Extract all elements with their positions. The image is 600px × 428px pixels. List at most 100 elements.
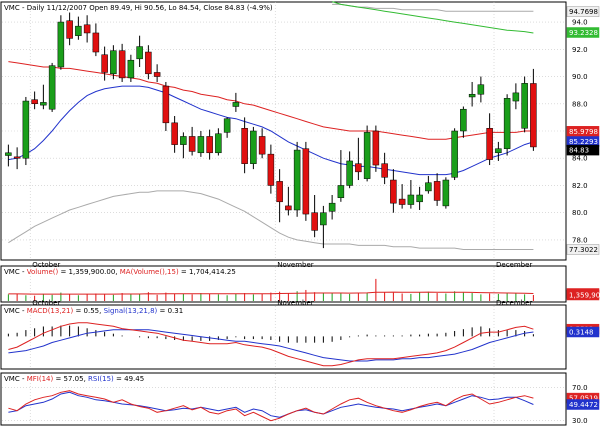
candle	[57, 15, 65, 70]
candle-body	[5, 152, 12, 156]
volume-ma-value: = 1,704,414.25	[181, 268, 236, 276]
macd-header: VMC - MACD(13,21) = 0.55, Signal(13,21,8…	[4, 307, 183, 315]
candle	[328, 195, 336, 220]
candle-body	[311, 212, 318, 231]
price-x-tick-label: October	[32, 261, 60, 269]
macd-value-tag-box	[566, 326, 600, 338]
price-panel-frame	[0, 1, 567, 261]
candle-body	[425, 182, 432, 192]
candle-body	[381, 163, 388, 178]
candle-body	[241, 128, 248, 164]
candle-body	[293, 149, 301, 211]
volume-value-tag-text: 1,359,900	[569, 292, 600, 300]
osc-value-tag: 49.4472	[566, 399, 600, 410]
candle	[48, 62, 56, 112]
candle	[22, 96, 30, 166]
candle-body	[372, 130, 380, 166]
candle	[171, 116, 178, 153]
candle	[486, 113, 493, 166]
candle-body	[355, 163, 362, 173]
price-value-tag: 85.9798	[566, 126, 600, 137]
candle	[180, 132, 187, 159]
candle-body	[451, 130, 458, 178]
macd-value: = 0.55,	[75, 307, 101, 315]
candle-body	[416, 194, 423, 203]
price-header: VMC - Daily 11/12/2007 Open 89.49, Hi 90…	[4, 4, 273, 12]
price-value-tag-text: 85.9798	[569, 128, 598, 136]
macd-series-group	[7, 322, 534, 367]
mfi-rsi-series-group	[8, 390, 534, 422]
candle	[250, 126, 257, 170]
candle	[293, 141, 301, 217]
candle-body	[468, 93, 476, 98]
candle	[416, 186, 423, 210]
price-x-tick-label: December	[496, 261, 532, 269]
candle	[346, 151, 353, 189]
candle	[127, 54, 135, 82]
candle-body	[197, 136, 205, 154]
volume-label: Volume()	[27, 268, 59, 276]
candle	[285, 186, 292, 216]
candle-body	[250, 130, 257, 164]
candle-body	[328, 202, 336, 212]
candle-body	[267, 153, 275, 186]
candle	[232, 92, 240, 112]
candle	[407, 180, 415, 209]
price-value-tag: 84.83	[566, 144, 600, 156]
candle-body	[232, 102, 240, 107]
candle	[197, 131, 205, 157]
price-value-tag-text: 77.3022	[569, 246, 598, 254]
candle	[337, 150, 345, 202]
candle	[372, 125, 380, 172]
candle	[40, 84, 47, 110]
candle	[13, 147, 21, 170]
candle	[276, 169, 283, 223]
candle-body	[495, 148, 502, 154]
mfi-rsi-header: VMC - MFI(14) = 57.05, RSI(15) = 49.45	[4, 375, 144, 383]
candle	[241, 117, 248, 174]
mfi-line	[8, 390, 534, 422]
candle-body	[188, 136, 196, 152]
candle	[258, 128, 266, 159]
candle-body	[83, 24, 91, 34]
candle-body	[162, 85, 170, 124]
osc-y-tick-label: 30.0	[572, 417, 588, 425]
slow-ma-line	[331, 1, 534, 34]
price-y-tick-label: 80.0	[572, 209, 588, 217]
candle	[530, 68, 537, 151]
candle	[206, 129, 213, 160]
candle	[302, 141, 310, 221]
volume-x-tick-label: October	[32, 299, 60, 307]
volume-x-tick-label: November	[277, 299, 314, 307]
candle-body	[276, 181, 283, 203]
candle	[442, 177, 450, 209]
candle-body	[390, 179, 397, 204]
candle	[381, 152, 388, 185]
candle	[92, 23, 100, 57]
price-value-tag-box	[566, 6, 600, 17]
candle-body	[31, 99, 38, 105]
rsi-label: RSI(15)	[88, 375, 114, 383]
osc-value-tag-text: 57.0519	[569, 395, 598, 403]
candle-body	[22, 100, 30, 159]
price-value-tag: 93.2328	[566, 27, 600, 38]
candle	[267, 144, 275, 194]
volume-x-tick-label: December	[496, 299, 532, 307]
mfi-label: MFI(14)	[27, 375, 54, 383]
candle-body	[206, 136, 213, 154]
candle-body	[145, 51, 152, 75]
candle	[136, 35, 143, 67]
candle	[223, 117, 231, 138]
candle-body	[302, 148, 310, 215]
candle	[66, 12, 73, 46]
candle-body	[398, 198, 406, 205]
candle	[390, 169, 397, 213]
price-y-tick-label: 92.0	[572, 46, 588, 54]
candle	[311, 195, 318, 238]
volume-value-tag: 1,359,900	[566, 289, 600, 301]
candle-body	[48, 65, 56, 110]
candle	[451, 128, 458, 181]
candle-body	[180, 136, 187, 145]
candle	[512, 83, 520, 110]
